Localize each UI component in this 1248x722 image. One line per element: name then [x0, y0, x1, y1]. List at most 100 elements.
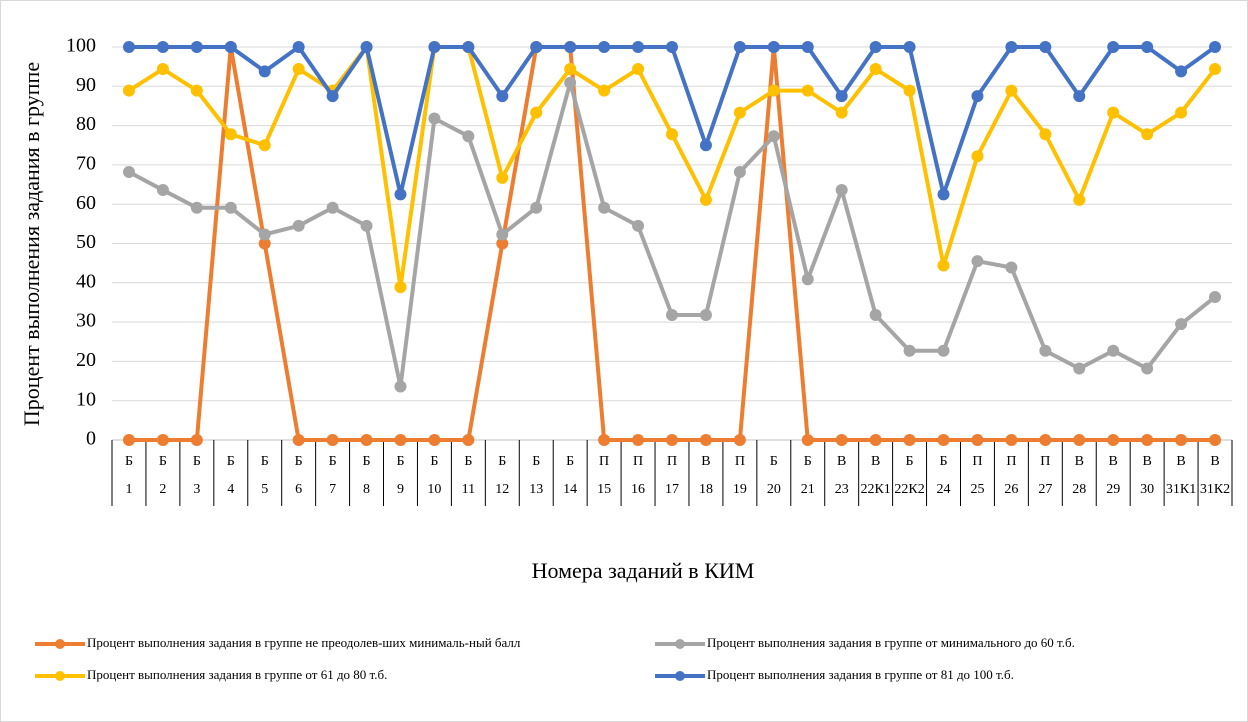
point: [632, 219, 645, 232]
point: [1039, 128, 1052, 141]
point: [1005, 261, 1018, 274]
y-tick-label: 20: [76, 349, 96, 371]
x-tick-level: Б: [464, 454, 472, 469]
point: [530, 201, 543, 214]
point: [767, 84, 780, 97]
point: [1107, 434, 1120, 446]
point: [156, 63, 169, 76]
x-tick-label: 14: [563, 482, 577, 497]
point: [598, 201, 611, 214]
point: [733, 434, 746, 446]
point: [462, 434, 475, 446]
point: [496, 228, 509, 241]
point: [869, 309, 882, 322]
point: [666, 41, 678, 53]
point: [903, 344, 916, 357]
point: [258, 139, 271, 152]
x-tick-label: 10: [427, 482, 441, 497]
point: [1175, 318, 1188, 331]
x-tick-label: 22К1: [860, 482, 890, 497]
point: [1107, 41, 1120, 53]
point: [767, 130, 780, 143]
point: [666, 128, 678, 141]
point: [122, 165, 135, 178]
point: [632, 63, 645, 76]
legend-label: Процент выполнения задания в группе от м…: [707, 635, 1075, 650]
x-tick-label: 1: [125, 482, 132, 497]
point: [1141, 362, 1154, 375]
point: [937, 188, 950, 201]
point: [462, 41, 475, 53]
point: [530, 106, 543, 119]
point: [292, 41, 305, 53]
point: [190, 84, 203, 97]
point: [937, 259, 950, 272]
point: [258, 237, 271, 250]
point: [733, 165, 746, 178]
x-tick-level: В: [701, 454, 710, 469]
point: [224, 128, 237, 141]
x-tick-level: Б: [193, 454, 201, 469]
legend-label: Процент выполнения задания в группе не п…: [87, 635, 521, 650]
point: [937, 344, 950, 357]
point: [1209, 63, 1222, 76]
point: [699, 193, 712, 206]
point: [699, 139, 712, 152]
point: [190, 434, 203, 446]
x-tick-level: Б: [532, 454, 540, 469]
x-tick-label: 6: [295, 482, 302, 497]
point: [869, 434, 882, 446]
point: [258, 65, 271, 78]
y-tick-label: 50: [76, 231, 96, 253]
y-tick-label: 80: [76, 113, 96, 135]
x-tick-label: 27: [1038, 482, 1052, 497]
point: [156, 41, 169, 53]
x-tick-label: 3: [193, 482, 200, 497]
y-tick-label: 30: [76, 310, 96, 332]
point: [190, 41, 203, 53]
legend-marker: [55, 671, 65, 681]
x-tick-level: Б: [804, 454, 812, 469]
point: [632, 434, 645, 446]
point: [428, 434, 441, 446]
point: [190, 201, 203, 214]
point: [1175, 106, 1188, 119]
x-tick-label: 13: [529, 482, 543, 497]
point: [801, 434, 814, 446]
point: [360, 434, 373, 446]
y-tick-label: 10: [76, 388, 96, 410]
x-tick-label: 11: [462, 482, 475, 497]
x-tick-level: В: [1142, 454, 1151, 469]
point: [292, 434, 305, 446]
x-tick-label: 16: [631, 482, 645, 497]
y-tick-label: 100: [66, 35, 96, 57]
point: [801, 273, 814, 286]
point: [496, 171, 509, 184]
point: [360, 41, 373, 53]
x-tick-label: 25: [970, 482, 984, 497]
point: [156, 184, 169, 197]
x-tick-level: П: [599, 454, 609, 469]
x-tick-level: Б: [430, 454, 438, 469]
legend-marker: [675, 671, 685, 681]
point: [1073, 362, 1086, 375]
x-tick-label: 15: [597, 482, 611, 497]
point: [1141, 41, 1154, 53]
x-tick-label: 19: [733, 482, 747, 497]
x-tick-label: 31К1: [1166, 482, 1196, 497]
point: [224, 201, 237, 214]
point: [835, 90, 848, 103]
point: [801, 41, 814, 53]
point: [496, 90, 509, 103]
legend-marker: [675, 639, 685, 649]
x-axis-title: Номера заданий в КИМ: [532, 558, 755, 583]
y-axis-title: Процент выполнения задания в группе: [19, 62, 44, 426]
point: [462, 130, 475, 143]
x-tick-label: 21: [801, 482, 815, 497]
point: [1141, 434, 1154, 446]
point: [598, 84, 611, 97]
point: [122, 41, 135, 53]
x-tick-label: 18: [699, 482, 713, 497]
legend-label: Процент выполнения задания в группе от 6…: [87, 667, 387, 682]
x-tick-level: П: [667, 454, 677, 469]
